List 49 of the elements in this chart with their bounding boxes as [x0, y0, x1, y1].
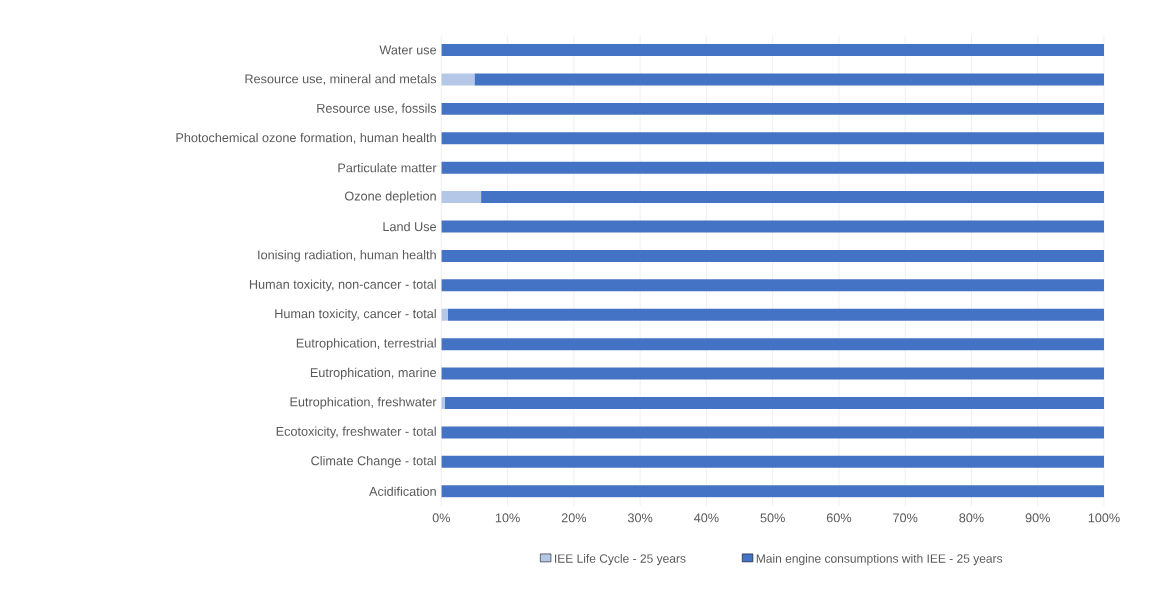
- y-tick-label: Resource use, mineral and metals: [245, 74, 437, 85]
- bar: [441, 44, 1104, 57]
- x-tick-label: 60%: [826, 513, 852, 523]
- bar: [441, 485, 1104, 498]
- x-tick-label: 50%: [760, 513, 785, 523]
- x-tick-label: 10%: [495, 513, 520, 523]
- y-tick-label: Ionising radiation, human health: [258, 250, 436, 262]
- y-tick-label: Climate Change - total: [311, 455, 436, 468]
- bar: [441, 73, 475, 86]
- bar: [441, 249, 1104, 262]
- y-tick-label: Eutrophication, terrestrial: [296, 338, 436, 351]
- y-tick-label: Human toxicity, cancer - total: [275, 308, 436, 321]
- y-tick-label: Acidification: [369, 486, 436, 496]
- bar: [447, 308, 1104, 321]
- x-tick-label: 30%: [627, 513, 653, 523]
- bar: [441, 279, 1104, 292]
- bar: [441, 102, 1104, 115]
- legend-label: Main engine consumptions with IEE - 25 years: [756, 553, 1003, 566]
- x-tick-label: 70%: [893, 513, 918, 523]
- y-tick-label: Eutrophication, marine: [310, 367, 437, 380]
- bar: [474, 73, 1104, 86]
- x-tick-label: 0%: [432, 513, 451, 523]
- y-tick-label: Water use: [379, 45, 437, 55]
- y-tick-label: Human toxicity, non-cancer - total: [249, 279, 436, 292]
- bar: [441, 220, 1104, 233]
- bar: [441, 338, 1104, 351]
- y-tick-label: Ozone depletion: [344, 191, 436, 204]
- legend-label: IEE Life Cycle - 25 years: [555, 553, 686, 566]
- bar: [441, 455, 1104, 468]
- bar: [441, 397, 445, 410]
- bar: [441, 132, 1104, 145]
- y-tick-label: Photochemical ozone formation, human health: [176, 132, 436, 144]
- y-tick-label: Particulate matter: [338, 163, 437, 173]
- bar: [441, 308, 448, 321]
- bar: [481, 191, 1104, 204]
- x-tick-label: 100%: [1088, 513, 1120, 523]
- bar: [441, 161, 1104, 174]
- y-tick-label: Ecotoxicity, freshwater - total: [276, 426, 436, 439]
- bar: [441, 191, 482, 204]
- x-tick-label: 20%: [561, 513, 587, 523]
- x-tick-label: 40%: [694, 513, 719, 523]
- y-tick-label: Resource use, fossils: [317, 103, 437, 115]
- y-tick-label: Land Use: [383, 221, 437, 232]
- bar: [441, 426, 1104, 439]
- x-tick-label: 80%: [959, 513, 984, 523]
- bar: [444, 397, 1104, 410]
- x-tick-label: 90%: [1025, 513, 1050, 523]
- bar: [441, 367, 1104, 380]
- y-tick-label: Eutrophication, freshwater: [290, 397, 437, 409]
